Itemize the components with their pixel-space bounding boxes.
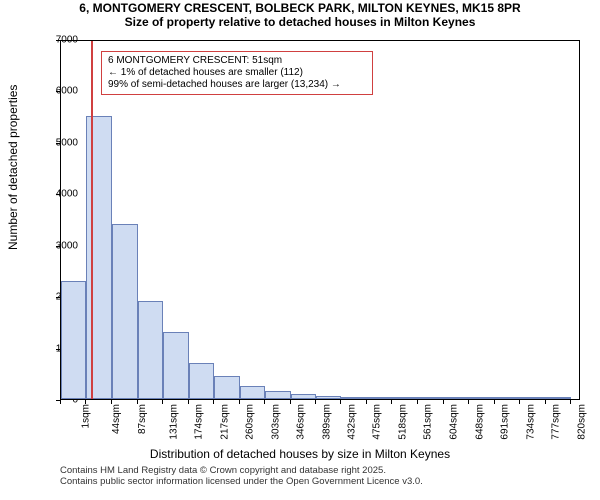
- x-tick-mark: [60, 400, 61, 404]
- x-tick-mark: [545, 400, 546, 404]
- callout-line3: 99% of semi-detached houses are larger (…: [108, 79, 366, 91]
- histogram-bar-fill: [418, 397, 444, 399]
- x-tick-mark: [519, 400, 520, 404]
- histogram-bar-fill: [214, 376, 239, 399]
- property-marker-line: [91, 41, 93, 399]
- histogram-bar-fill: [495, 397, 520, 399]
- histogram-bar: [61, 39, 86, 399]
- x-tick-mark: [443, 400, 444, 404]
- histogram-bar: [444, 39, 469, 399]
- x-tick-label: 734sqm: [525, 404, 536, 440]
- x-tick-label: 518sqm: [397, 404, 408, 440]
- histogram-bar-fill: [240, 386, 265, 399]
- x-tick-label: 174sqm: [194, 404, 205, 440]
- x-tick-label: 389sqm: [321, 404, 332, 440]
- x-tick-mark: [290, 400, 291, 404]
- x-tick-mark: [468, 400, 469, 404]
- x-tick-mark: [494, 400, 495, 404]
- x-tick-mark: [162, 400, 163, 404]
- histogram-bar-fill: [444, 397, 469, 399]
- x-tick-label: 303sqm: [270, 404, 281, 440]
- footer-line1: Contains HM Land Registry data © Crown c…: [60, 465, 386, 476]
- histogram-bar: [495, 39, 520, 399]
- chart-title-line2: Size of property relative to detached ho…: [125, 15, 476, 29]
- x-tick-label: 648sqm: [474, 404, 485, 440]
- histogram-bar: [520, 39, 545, 399]
- histogram-bar-fill: [341, 397, 366, 399]
- histogram-bar-fill: [469, 397, 494, 399]
- histogram-bar: [546, 39, 571, 399]
- x-tick-mark: [111, 400, 112, 404]
- x-tick-label: 604sqm: [448, 404, 459, 440]
- histogram-bar-fill: [163, 332, 188, 399]
- histogram-bar: [418, 39, 444, 399]
- x-tick-label: 820sqm: [576, 404, 587, 440]
- x-tick-mark: [366, 400, 367, 404]
- x-tick-label: 691sqm: [500, 404, 511, 440]
- histogram-bar-fill: [367, 397, 392, 399]
- x-tick-label: 131sqm: [168, 404, 179, 440]
- x-tick-label: 346sqm: [296, 404, 307, 440]
- x-tick-mark: [188, 400, 189, 404]
- footer-line2: Contains public sector information licen…: [60, 476, 423, 487]
- x-tick-mark: [391, 400, 392, 404]
- x-tick-mark: [213, 400, 214, 404]
- chart-title: 6, MONTGOMERY CRESCENT, BOLBECK PARK, MI…: [0, 2, 600, 30]
- chart-wrap: 6, MONTGOMERY CRESCENT, BOLBECK PARK, MI…: [0, 0, 600, 500]
- x-tick-mark: [570, 400, 571, 404]
- x-tick-mark: [264, 400, 265, 404]
- x-tick-mark: [239, 400, 240, 404]
- histogram-bar-fill: [316, 396, 341, 399]
- histogram-bar: [469, 39, 494, 399]
- x-tick-label: 432sqm: [347, 404, 358, 440]
- x-tick-mark: [340, 400, 341, 404]
- footer-credits: Contains HM Land Registry data © Crown c…: [60, 465, 590, 488]
- callout-line2: ← 1% of detached houses are smaller (112…: [108, 67, 366, 79]
- histogram-bar-fill: [546, 397, 571, 399]
- x-tick-label: 217sqm: [219, 404, 230, 440]
- histogram-bar-fill: [112, 224, 138, 399]
- x-tick-label: 87sqm: [137, 404, 148, 434]
- x-tick-mark: [137, 400, 138, 404]
- x-tick-label: 260sqm: [245, 404, 256, 440]
- histogram-bar-fill: [291, 394, 316, 399]
- histogram-bar: [392, 39, 417, 399]
- chart-title-line1: 6, MONTGOMERY CRESCENT, BOLBECK PARK, MI…: [79, 1, 520, 15]
- histogram-bar-fill: [392, 397, 417, 399]
- histogram-bar-fill: [61, 281, 86, 399]
- histogram-bar-fill: [189, 363, 214, 399]
- x-tick-mark: [315, 400, 316, 404]
- plot-area: 6 MONTGOMERY CRESCENT: 51sqm ← 1% of det…: [60, 40, 580, 400]
- histogram-bar-fill: [265, 391, 290, 399]
- x-tick-label: 1sqm: [80, 404, 91, 428]
- x-tick-mark: [417, 400, 418, 404]
- x-tick-label: 475sqm: [372, 404, 383, 440]
- x-tick-label: 561sqm: [423, 404, 434, 440]
- y-axis-label: Number of detached properties: [6, 85, 20, 250]
- x-tick-mark: [85, 400, 86, 404]
- x-tick-label: 44sqm: [111, 404, 122, 434]
- x-tick-label: 777sqm: [551, 404, 562, 440]
- property-callout: 6 MONTGOMERY CRESCENT: 51sqm ← 1% of det…: [101, 51, 373, 95]
- callout-line1: 6 MONTGOMERY CRESCENT: 51sqm: [108, 55, 366, 67]
- x-axis-label: Distribution of detached houses by size …: [0, 447, 600, 461]
- histogram-bar-fill: [138, 301, 163, 399]
- histogram-bar-fill: [520, 397, 545, 399]
